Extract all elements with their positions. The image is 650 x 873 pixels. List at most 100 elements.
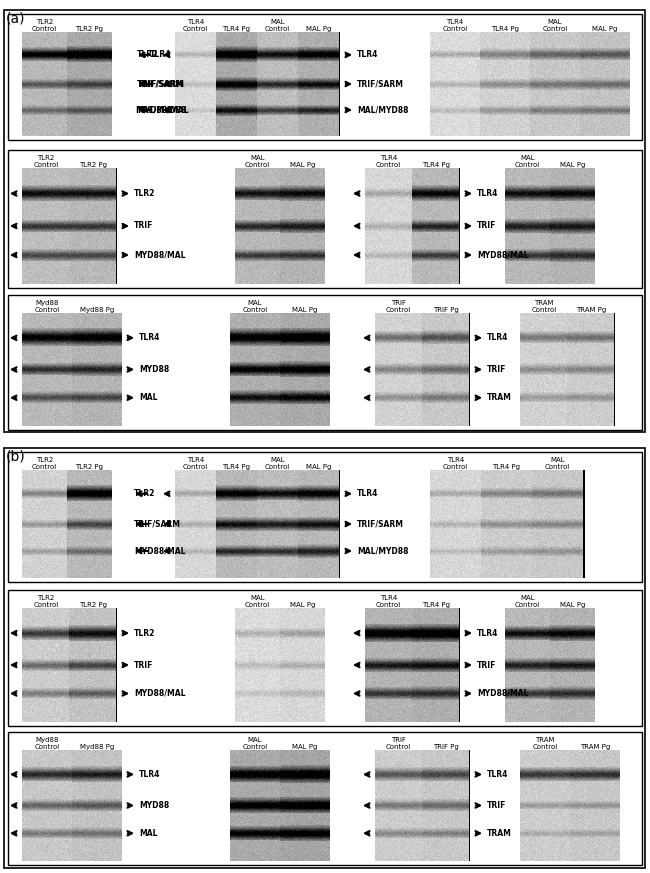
Text: TRAM
Control: TRAM Control <box>531 300 556 313</box>
Text: MAL
Control: MAL Control <box>515 595 540 608</box>
Text: TLR4
Control: TLR4 Control <box>183 19 208 32</box>
Text: TLR2 Pg: TLR2 Pg <box>79 602 107 608</box>
Text: TLR2 Pg: TLR2 Pg <box>75 26 103 32</box>
Bar <box>4 448 645 868</box>
Text: MYD88/MAL: MYD88/MAL <box>137 106 188 114</box>
Text: TRIF: TRIF <box>134 222 153 230</box>
Text: TLR4: TLR4 <box>357 51 378 59</box>
Text: TLR4 Pg: TLR4 Pg <box>422 602 450 608</box>
Bar <box>8 732 642 865</box>
Bar <box>4 10 645 432</box>
Text: TLR4 Pg: TLR4 Pg <box>422 162 450 168</box>
Text: TLR4 Pg: TLR4 Pg <box>222 464 250 470</box>
Text: TRIF
Control: TRIF Control <box>386 737 411 750</box>
Text: MAL
Control: MAL Control <box>515 155 540 168</box>
Text: (a): (a) <box>6 12 25 26</box>
Text: TLR4: TLR4 <box>477 629 499 637</box>
Text: Myd88 Pg: Myd88 Pg <box>80 307 114 313</box>
Text: TLR2
Control: TLR2 Control <box>33 155 58 168</box>
Text: MAL Pg: MAL Pg <box>290 602 315 608</box>
Text: TLR2: TLR2 <box>134 629 155 637</box>
Text: MAL: MAL <box>139 393 157 402</box>
Bar <box>8 295 642 430</box>
Text: TRIF Pg: TRIF Pg <box>434 307 459 313</box>
Text: MAL Pg: MAL Pg <box>592 26 617 32</box>
Text: MAL
Control: MAL Control <box>242 300 268 313</box>
Text: TRIF/SARM: TRIF/SARM <box>357 79 404 88</box>
Bar <box>8 590 642 726</box>
Text: MAL Pg: MAL Pg <box>292 744 318 750</box>
Text: MAL Pg: MAL Pg <box>306 464 332 470</box>
Text: TLR2
Control: TLR2 Control <box>33 595 58 608</box>
Text: MAL Pg: MAL Pg <box>290 162 315 168</box>
Text: MAL Pg: MAL Pg <box>306 26 332 32</box>
Text: TRIF/SARM: TRIF/SARM <box>138 79 185 88</box>
Text: TLR4 Pg: TLR4 Pg <box>222 26 250 32</box>
Text: TRIF
Control: TRIF Control <box>386 300 411 313</box>
Text: MAL Pg: MAL Pg <box>560 602 585 608</box>
Text: MYD88/MAL: MYD88/MAL <box>134 689 185 698</box>
Text: Myd88
Control: Myd88 Control <box>34 300 60 313</box>
Text: TLR4: TLR4 <box>150 51 172 59</box>
Text: TRIF: TRIF <box>477 222 497 230</box>
Text: MAL
Control: MAL Control <box>545 457 570 470</box>
Text: TLR2
Control: TLR2 Control <box>32 19 57 32</box>
Bar <box>8 150 642 288</box>
Text: (b): (b) <box>6 450 26 464</box>
Bar <box>8 14 642 140</box>
Text: MYD88/MAL: MYD88/MAL <box>477 689 528 698</box>
Text: TLR4 Pg: TLR4 Pg <box>493 464 521 470</box>
Text: MAL/MYD88: MAL/MYD88 <box>135 106 187 114</box>
Text: MAL/MYD88: MAL/MYD88 <box>357 106 408 114</box>
Text: TLR4: TLR4 <box>487 770 508 779</box>
Text: MYD88/MAL: MYD88/MAL <box>134 251 185 259</box>
Text: TLR2: TLR2 <box>137 51 159 59</box>
Bar <box>8 452 642 582</box>
Text: MAL
Control: MAL Control <box>242 737 268 750</box>
Text: TRIF: TRIF <box>487 801 506 810</box>
Text: Myd88 Pg: Myd88 Pg <box>80 744 114 750</box>
Text: TLR2: TLR2 <box>134 189 155 198</box>
Text: TLR4: TLR4 <box>139 770 161 779</box>
Text: TLR2
Control: TLR2 Control <box>32 457 57 470</box>
Text: TRAM
Control: TRAM Control <box>532 737 558 750</box>
Text: TLR2: TLR2 <box>134 489 155 498</box>
Text: MAL
Control: MAL Control <box>265 457 290 470</box>
Text: TLR4
Control: TLR4 Control <box>376 155 402 168</box>
Text: MAL
Control: MAL Control <box>245 155 270 168</box>
Text: TLR4: TLR4 <box>357 489 378 498</box>
Text: TRIF/SARM: TRIF/SARM <box>134 519 181 528</box>
Text: Myd88
Control: Myd88 Control <box>34 737 60 750</box>
Text: TLR4 Pg: TLR4 Pg <box>491 26 519 32</box>
Text: MAL/MYD88: MAL/MYD88 <box>357 546 408 555</box>
Text: TRIF/SARM: TRIF/SARM <box>137 79 184 88</box>
Text: TRIF: TRIF <box>487 365 506 374</box>
Text: MYD88: MYD88 <box>139 365 169 374</box>
Text: MYD88/MAL: MYD88/MAL <box>477 251 528 259</box>
Text: MYD88/MAL: MYD88/MAL <box>134 546 185 555</box>
Text: TRAM: TRAM <box>487 828 512 838</box>
Text: MAL
Control: MAL Control <box>265 19 290 32</box>
Text: MAL Pg: MAL Pg <box>560 162 585 168</box>
Text: MAL
Control: MAL Control <box>245 595 270 608</box>
Text: MYD88: MYD88 <box>139 801 169 810</box>
Text: TLR4: TLR4 <box>477 189 499 198</box>
Text: TRAM Pg: TRAM Pg <box>580 744 610 750</box>
Text: TLR2 Pg: TLR2 Pg <box>75 464 103 470</box>
Text: TRIF/SARM: TRIF/SARM <box>357 519 404 528</box>
Text: MAL Pg: MAL Pg <box>292 307 318 313</box>
Text: TLR4: TLR4 <box>139 333 161 342</box>
Text: TLR4
Control: TLR4 Control <box>443 19 467 32</box>
Text: TRIF: TRIF <box>134 661 153 670</box>
Text: TRAM Pg: TRAM Pg <box>576 307 606 313</box>
Text: TRIF Pg: TRIF Pg <box>434 744 459 750</box>
Text: TLR4
Control: TLR4 Control <box>443 457 468 470</box>
Text: TLR2 Pg: TLR2 Pg <box>79 162 107 168</box>
Text: TLR4
Control: TLR4 Control <box>376 595 402 608</box>
Text: TLR4
Control: TLR4 Control <box>183 457 208 470</box>
Text: TRIF: TRIF <box>477 661 497 670</box>
Text: TRAM: TRAM <box>487 393 512 402</box>
Text: TLR4: TLR4 <box>487 333 508 342</box>
Text: MAL: MAL <box>139 828 157 838</box>
Text: MAL
Control: MAL Control <box>542 19 567 32</box>
